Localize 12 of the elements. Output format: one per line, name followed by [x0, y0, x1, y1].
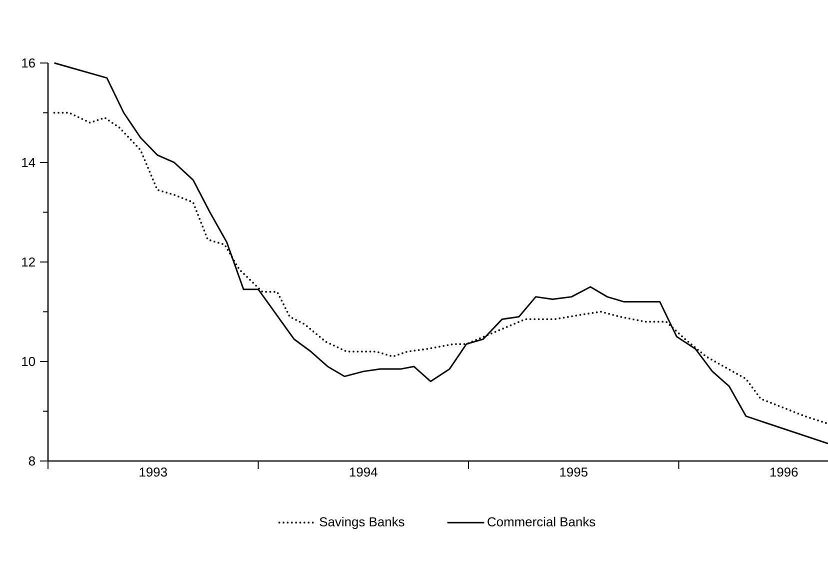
- legend-label: Commercial Banks: [488, 516, 596, 526]
- x-tick-label: 1995: [560, 467, 588, 477]
- x-tick-label: 1993: [140, 467, 167, 477]
- x-tick-label: 1996: [770, 467, 798, 477]
- y-tick-label: 8: [28, 456, 35, 466]
- y-tick-label: 14: [22, 158, 36, 167]
- y-tick-label: 16: [22, 58, 35, 68]
- line-series: [54, 62, 828, 444]
- y-tick-label: 10: [22, 356, 36, 366]
- legend-label: Savings Banks: [320, 516, 404, 529]
- x-tick-label: 1994: [350, 467, 378, 477]
- y-tick-label: 12: [22, 257, 35, 267]
